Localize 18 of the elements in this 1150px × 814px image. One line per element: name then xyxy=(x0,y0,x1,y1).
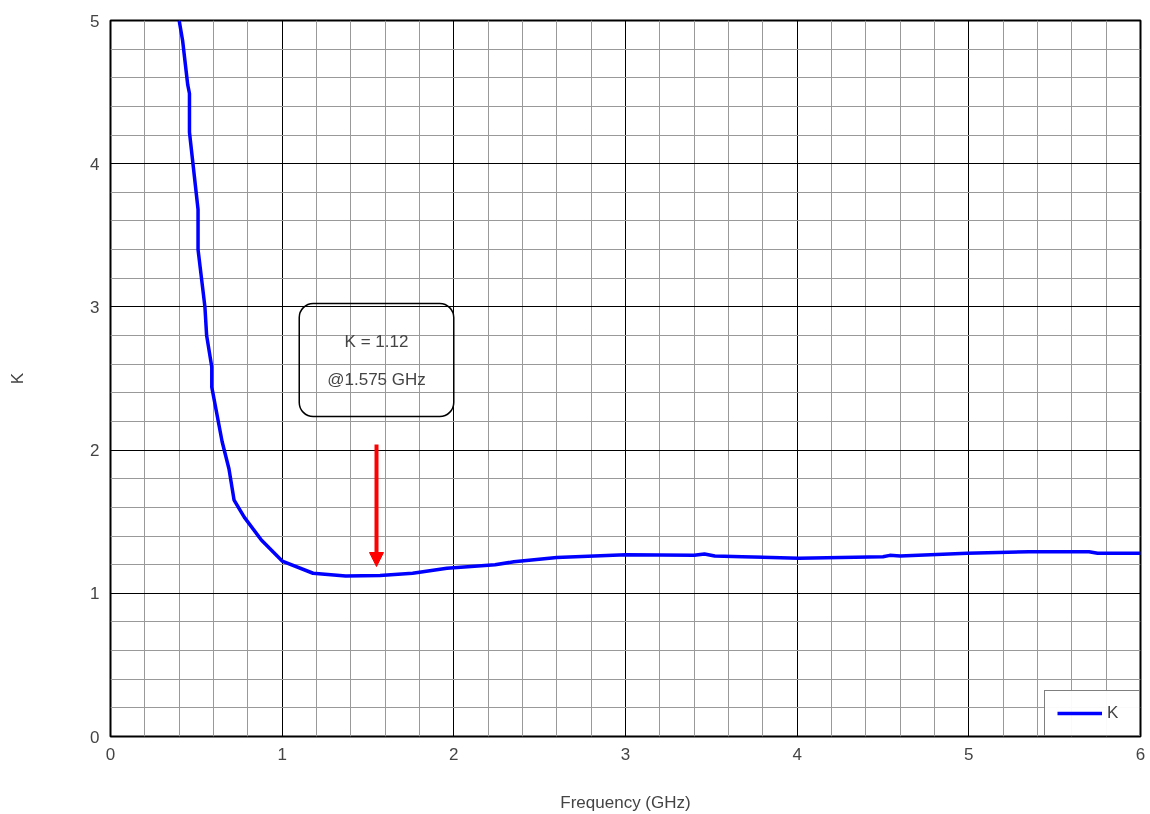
x-tick-label: 3 xyxy=(620,744,631,764)
y-tick-label: 3 xyxy=(90,297,100,317)
x-tick-label: 4 xyxy=(792,744,802,764)
x-tick-label: 0 xyxy=(105,744,116,764)
y-tick-label: 0 xyxy=(90,727,100,747)
legend-label: K xyxy=(1107,703,1120,723)
line-series xyxy=(177,20,1141,578)
annotation: K = 1.12 @1.575 GHz xyxy=(327,331,426,389)
x-tick-label: 5 xyxy=(964,744,974,764)
y-axis-title: K xyxy=(8,372,28,385)
y-tick-label: 2 xyxy=(90,441,100,461)
y-tick-label: 5 xyxy=(90,11,100,31)
x-axis-title: Frequency (GHz) xyxy=(560,792,691,812)
x-tick-label: 6 xyxy=(1135,744,1146,764)
y-tick-label: 4 xyxy=(90,154,100,174)
x-tick-label: 1 xyxy=(277,744,287,764)
y-tick-label: 1 xyxy=(90,584,100,604)
x-tick-label: 2 xyxy=(449,744,459,764)
